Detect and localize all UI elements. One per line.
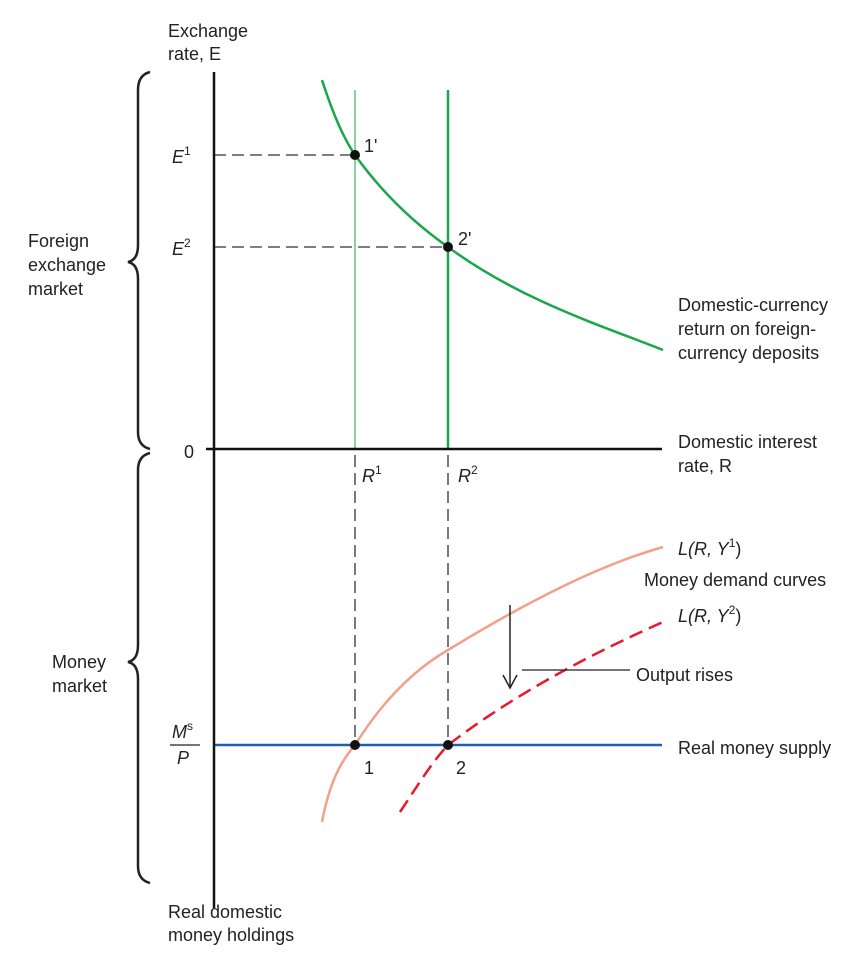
sup: 2 (471, 463, 478, 477)
brace-label: market (28, 279, 83, 299)
sup: 1 (375, 463, 382, 477)
point (350, 150, 360, 160)
money-demand-1 (320, 545, 664, 823)
point (443, 242, 453, 252)
point-label: 1 (364, 758, 374, 778)
brace-label: Foreign (28, 231, 89, 251)
brace-bottom (127, 451, 151, 885)
bottom-label: money holdings (168, 925, 294, 945)
tick-e1: E1 (172, 144, 191, 167)
output-label: Output rises (636, 665, 733, 685)
brace-top (127, 70, 151, 451)
tick-e2: E2 (172, 236, 191, 259)
money-demand-2 (398, 620, 664, 813)
x-axis-label: rate, R (678, 456, 732, 476)
base: R (458, 466, 471, 486)
ms-denominator: P (177, 748, 189, 768)
suffix: ) (735, 606, 741, 626)
bottom-label: Real domestic (168, 902, 282, 922)
sup: 1 (729, 536, 736, 550)
tick-r2: R2 (458, 463, 478, 486)
base: E (172, 147, 185, 167)
y-axis-label: rate, E (168, 44, 221, 64)
point (350, 740, 360, 750)
origin: 0 (184, 442, 194, 462)
point (443, 740, 453, 750)
suffix: ) (735, 539, 741, 559)
money-supply-label: Real money supply (678, 738, 831, 758)
return-curve (320, 79, 664, 352)
tick-r1: R1 (362, 463, 382, 486)
point-label: 2' (458, 229, 471, 249)
shift-arrowhead (502, 674, 518, 690)
sup: 2 (184, 236, 191, 250)
sup: s (187, 719, 193, 733)
sup: 1 (184, 144, 191, 158)
money-demand-label: Money demand curves (644, 570, 826, 590)
ms-numerator: Ms (172, 719, 193, 742)
base: M (172, 722, 187, 742)
x-axis-label: Domestic interest (678, 432, 817, 452)
point-label: 1' (364, 136, 377, 156)
curve-label: return on foreign- (678, 319, 816, 339)
base: E (172, 239, 185, 259)
brace-label: exchange (28, 255, 106, 275)
brace-label: Money (52, 652, 106, 672)
y-axis-label: Exchange (168, 21, 248, 41)
curve-label-l1: L(R, Y1) (678, 536, 741, 559)
sup: 2 (729, 603, 736, 617)
curve-label: Domestic-currency (678, 295, 828, 315)
prefix: L(R, Y (678, 606, 731, 626)
base: R (362, 466, 375, 486)
brace-label: market (52, 676, 107, 696)
prefix: L(R, Y (678, 539, 731, 559)
guides (214, 154, 449, 745)
curve-label: currency deposits (678, 343, 819, 363)
point-label: 2 (456, 758, 466, 778)
curve-label-l2: L(R, Y2) (678, 603, 741, 626)
